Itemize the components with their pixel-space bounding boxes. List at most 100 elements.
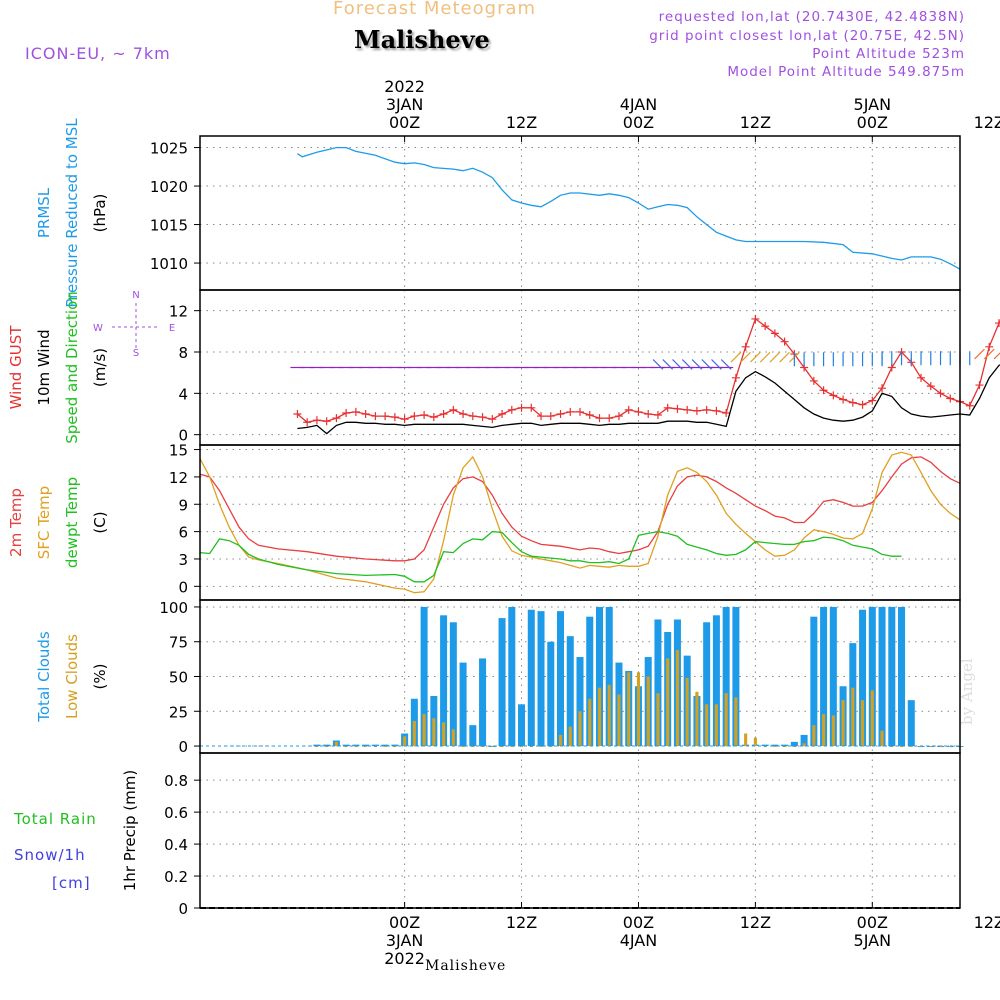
clouds-bar-1-29 — [597, 687, 602, 747]
precip-ytick-label-0: 0 — [178, 900, 188, 918]
clouds-bar-1-15 — [461, 746, 465, 748]
wind-marker-9 — [381, 412, 390, 421]
temperature-ytick-label-3: 9 — [178, 496, 188, 514]
clouds-bar-1-61 — [909, 746, 913, 748]
requested-coords: requested lon,lat (20.7430E, 42.4838N) — [658, 9, 965, 25]
wind-arrow-1-27 — [662, 359, 674, 370]
bottom-time-label-4-0: 00Z — [857, 913, 888, 932]
wind-marker-4 — [332, 414, 341, 423]
clouds-bar-1-41 — [714, 704, 718, 747]
clouds-ylabel-1: Low Clouds — [63, 634, 81, 719]
clouds-bar-1-51 — [812, 725, 816, 747]
clouds-bar-1-26 — [568, 726, 572, 747]
wind-arrow-2-39 — [779, 351, 790, 363]
wind-marker-8 — [371, 412, 380, 421]
clouds-ytick-label-1: 25 — [169, 703, 188, 721]
wind-marker-42 — [702, 405, 711, 414]
clouds-bar-1-12 — [432, 718, 436, 747]
clouds-ytick-label-3: 75 — [169, 634, 188, 652]
wind-marker-45 — [731, 373, 740, 382]
precip-ylabel-0: 1hr Precip (mm) — [121, 770, 139, 891]
clouds-bar-0-25 — [557, 611, 565, 747]
wind-ytick-label-3: 12 — [169, 303, 188, 321]
temperature-series-0 — [199, 456, 961, 562]
precip-ytick-label-3: 0.6 — [164, 804, 188, 822]
wind-marker-26 — [546, 412, 555, 421]
wind-marker-58 — [858, 400, 867, 409]
temperature-series-2 — [199, 530, 902, 583]
wind-marker-34 — [624, 405, 633, 414]
temperature-ylabel-1: SFC Temp — [35, 486, 53, 559]
pressure-ylabel-2: (hPa) — [91, 194, 109, 233]
wind-marker-59 — [868, 396, 877, 405]
wind-marker-16 — [449, 405, 458, 414]
wind-marker-64 — [917, 373, 926, 382]
wind-marker-30 — [585, 411, 594, 420]
wind-marker-10 — [390, 413, 399, 422]
temperature-ytick-label-0: 0 — [178, 578, 188, 596]
clouds-bar-0-53 — [829, 606, 837, 747]
wind-arrow-5-59 — [974, 348, 985, 360]
clouds-bar-1-39 — [695, 691, 699, 747]
wind-marker-32 — [605, 414, 614, 423]
wind-marker-70 — [975, 381, 984, 390]
clouds-bar-1-5 — [364, 746, 368, 748]
clouds-bar-0-15 — [459, 662, 467, 747]
temperature-ytick-label-5: 15 — [169, 442, 188, 460]
wind-marker-13 — [420, 411, 429, 420]
wind-ytick-label-2: 8 — [178, 344, 188, 362]
wind-arrow-2-34 — [730, 351, 742, 363]
legend-rain: Total Rain — [13, 810, 97, 828]
clouds-bar-0-35 — [654, 619, 662, 747]
clouds-bar-1-27 — [578, 711, 582, 747]
clouds-bar-0-28 — [586, 616, 594, 747]
clouds-bar-0-7 — [381, 744, 389, 747]
clouds-bar-0-19 — [498, 618, 506, 747]
clouds-bar-1-31 — [617, 694, 621, 747]
clouds-bar-1-30 — [607, 684, 611, 747]
temperature-ylabel-3: (C) — [91, 511, 109, 533]
wind-marker-35 — [634, 407, 643, 416]
top-time-label-0-0: 2022 — [384, 77, 425, 96]
wind-marker-3 — [322, 417, 331, 426]
clouds-bar-1-33 — [636, 672, 641, 747]
wind-series-1 — [297, 364, 1000, 435]
precip-frame — [199, 752, 961, 909]
clouds-bar-1-7 — [383, 746, 387, 748]
top-time-label-3-0: 12Z — [740, 113, 771, 132]
wind-marker-66 — [936, 389, 945, 398]
wind-marker-17 — [459, 410, 468, 418]
clouds-ylabel-2: (%) — [91, 664, 109, 690]
temperature-series-1 — [199, 451, 961, 594]
wind-marker-23 — [517, 403, 526, 412]
wind-marker-38 — [663, 403, 672, 412]
wind-marker-65 — [926, 382, 935, 391]
bottom-time-label-1-0: 12Z — [506, 913, 537, 932]
grid-point-coords: grid point closest lon,lat (20.75E, 42.5… — [649, 28, 965, 44]
clouds-bar-0-60 — [898, 606, 906, 747]
clouds-bar-1-34 — [646, 676, 650, 747]
clouds-bar-1-56 — [861, 700, 865, 747]
wind-marker-24 — [527, 403, 536, 412]
wind-marker-54 — [819, 386, 828, 395]
clouds-bar-0-24 — [547, 641, 555, 747]
clouds-bar-0-8 — [391, 744, 399, 747]
wind-marker-7 — [361, 410, 370, 418]
wind-marker-46 — [741, 342, 750, 351]
clouds-bar-1-25 — [558, 734, 563, 747]
clouds-bar-1-60 — [899, 746, 904, 748]
clouds-bar-1-4 — [354, 746, 358, 748]
wind-arrow-2-36 — [750, 351, 761, 363]
pressure-ytick-label-0: 1010 — [150, 255, 188, 273]
clouds-bar-0-14 — [449, 622, 457, 747]
top-time-label-0-1: 3JAN — [386, 95, 424, 114]
clouds-bar-0-56 — [859, 609, 867, 747]
clouds-bar-0-11 — [420, 606, 428, 747]
clouds-bar-1-53 — [831, 715, 835, 747]
clouds-bar-1-2 — [334, 741, 338, 747]
wind-marker-69 — [965, 401, 974, 410]
clouds-bar-1-50 — [802, 743, 806, 747]
clouds-bar-0-46 — [761, 744, 769, 747]
clouds-bar-0-20 — [508, 606, 516, 747]
wind-marker-67 — [946, 394, 955, 403]
